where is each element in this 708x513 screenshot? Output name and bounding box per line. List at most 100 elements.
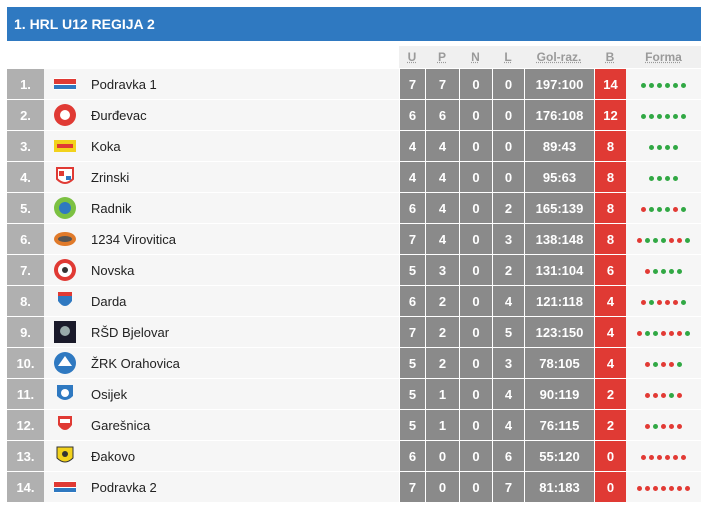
team-name[interactable]: Zrinski [91,169,130,185]
team-name[interactable]: Đakovo [91,448,136,464]
table-row[interactable]: 1. Podravka 1 7 7 0 0 197:100 14 [7,69,701,99]
team-name[interactable]: Novska [91,262,135,278]
win-dot-icon [649,206,654,212]
header-won[interactable]: P [425,46,459,68]
lost-cell: 4 [492,286,524,316]
club-crest-icon [44,413,85,437]
table-row[interactable]: 4. Zrinski 4 4 0 0 95:63 8 [7,162,701,192]
header-form[interactable]: Forma [626,46,701,68]
team-logo-cell [44,348,85,378]
rank-cell: 1. [7,69,44,99]
goals-cell: 55:120 [524,441,594,471]
team-name[interactable]: Podravka 1 [91,76,157,92]
header-goals[interactable]: Gol-raz. [524,46,594,68]
table-header-row: U P N L Gol-raz. B Forma [7,46,701,68]
loss-dot-icon [661,330,666,336]
lost-cell: 0 [492,131,524,161]
team-name[interactable]: Đurđevac [91,107,147,123]
win-dot-icon [657,113,662,119]
lost-cell: 3 [492,348,524,378]
rank-cell: 14. [7,472,44,502]
goals-cell: 95:63 [524,162,594,192]
form-cell [626,286,701,316]
loss-dot-icon [677,330,682,336]
header-drawn[interactable]: N [459,46,492,68]
loss-dot-icon [685,485,690,491]
win-dot-icon [649,175,654,181]
team-name[interactable]: 1234 Virovitica [91,231,177,247]
points-cell: 4 [594,286,626,316]
table-row[interactable]: 11. Osijek 5 1 0 4 90:119 2 [7,379,701,409]
table-row[interactable]: 7. Novska 5 3 0 2 131:104 6 [7,255,701,285]
team-logo-cell [44,317,85,347]
team-name[interactable]: Garešnica [91,417,151,433]
played-cell: 6 [399,286,425,316]
lost-cell: 4 [492,410,524,440]
team-name[interactable]: ŽRK Orahovica [91,355,180,371]
table-row[interactable]: 5. Radnik 6 4 0 2 165:139 8 [7,193,701,223]
win-dot-icon [657,82,662,88]
won-cell: 4 [425,131,459,161]
table-row[interactable]: 3. Koka 4 4 0 0 89:43 8 [7,131,701,161]
team-name[interactable]: RŠD Bjelovar [91,324,170,340]
played-cell: 6 [399,441,425,471]
loss-dot-icon [673,299,678,305]
lost-cell: 0 [492,69,524,99]
loss-dot-icon [669,423,674,429]
team-logo-cell [44,379,85,409]
rank-cell: 5. [7,193,44,223]
table-row[interactable]: 9. RŠD Bjelovar 7 2 0 5 123:150 4 [7,317,701,347]
win-dot-icon [641,82,646,88]
header-lost[interactable]: L [492,46,524,68]
win-dot-icon [665,206,670,212]
form-cell [626,162,701,192]
rank-cell: 6. [7,224,44,254]
team-name[interactable]: Radnik [91,200,132,216]
drawn-cell: 0 [459,348,492,378]
form-cell [626,193,701,223]
win-dot-icon [665,175,670,181]
loss-dot-icon [665,454,670,460]
header-played[interactable]: U [399,46,425,68]
played-cell: 7 [399,224,425,254]
win-dot-icon [677,361,682,367]
team-name[interactable]: Koka [91,138,121,154]
loss-dot-icon [661,392,666,398]
table-row[interactable]: 12. Garešnica 5 1 0 4 76:115 2 [7,410,701,440]
team-logo-cell [44,69,85,99]
goals-cell: 138:148 [524,224,594,254]
table-row[interactable]: 6. 1234 Virovitica 7 4 0 3 138:148 8 [7,224,701,254]
form-cell [626,379,701,409]
rank-cell: 4. [7,162,44,192]
table-row[interactable]: 13. Đakovo 6 0 0 6 55:120 0 [7,441,701,471]
played-cell: 7 [399,317,425,347]
goals-cell: 78:105 [524,348,594,378]
team-name[interactable]: Darda [91,293,127,309]
table-row[interactable]: 14. Podravka 2 7 0 0 7 81:183 0 [7,472,701,502]
form-cell [626,348,701,378]
won-cell: 0 [425,441,459,471]
loss-dot-icon [637,330,642,336]
won-cell: 4 [425,224,459,254]
team-name[interactable]: Osijek [91,386,128,402]
goals-cell: 123:150 [524,317,594,347]
table-row[interactable]: 8. Darda 6 2 0 4 121:118 4 [7,286,701,316]
won-cell: 1 [425,379,459,409]
header-team [85,46,399,68]
team-name[interactable]: Podravka 2 [91,479,157,495]
drawn-cell: 0 [459,410,492,440]
lost-cell: 0 [492,100,524,130]
club-crest-icon [44,103,85,127]
table-row[interactable]: 10. ŽRK Orahovica 5 2 0 3 78:105 4 [7,348,701,378]
club-crest-icon [44,320,85,344]
won-cell: 2 [425,286,459,316]
points-cell: 6 [594,255,626,285]
played-cell: 5 [399,255,425,285]
loss-dot-icon [645,423,650,429]
lost-cell: 0 [492,162,524,192]
club-crest-icon [44,382,85,406]
table-row[interactable]: 2. Đurđevac 6 6 0 0 176:108 12 [7,100,701,130]
won-cell: 1 [425,410,459,440]
header-points[interactable]: B [594,46,626,68]
played-cell: 5 [399,410,425,440]
